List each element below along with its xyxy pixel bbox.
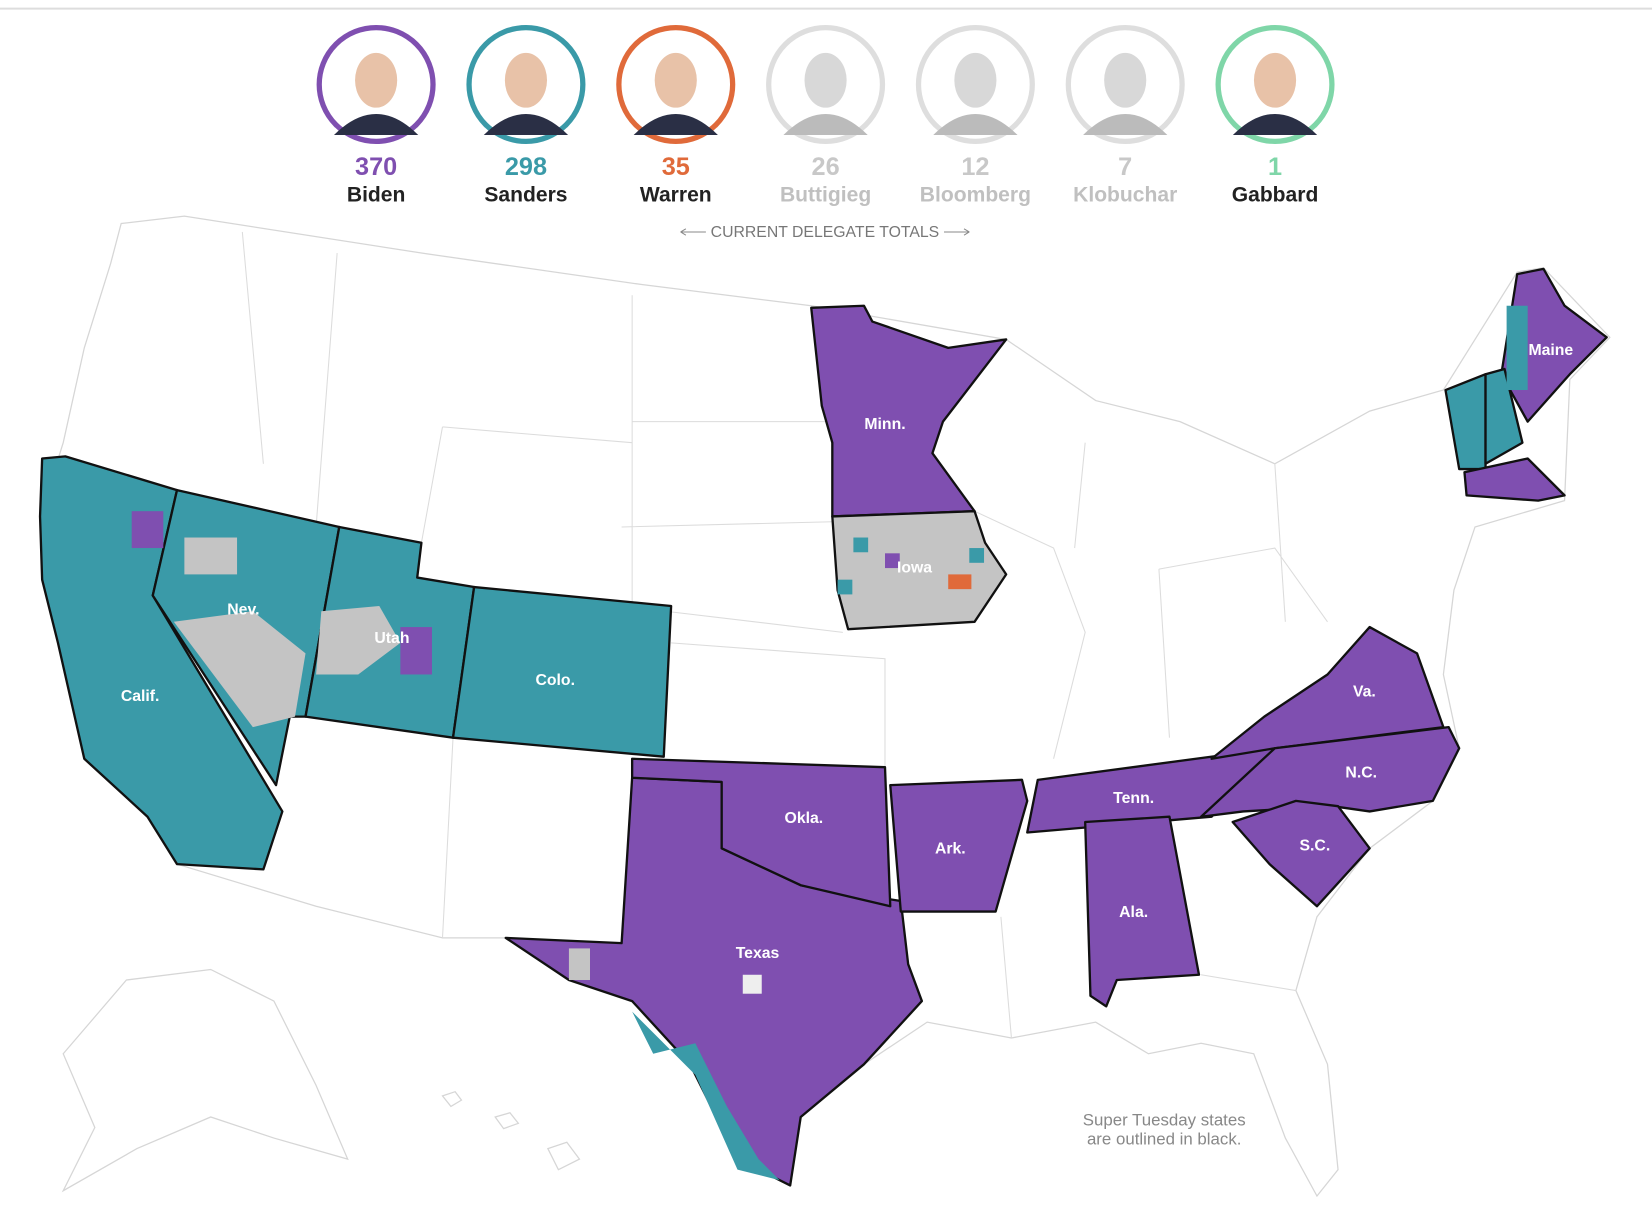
state-label: Colo. <box>535 672 575 689</box>
hawaii <box>441 1090 581 1171</box>
state-label: Nev. <box>227 601 259 618</box>
county-patch <box>316 606 401 675</box>
county-patch <box>558 980 780 1181</box>
map <box>39 215 1611 1198</box>
county-patch <box>184 537 238 575</box>
state-shape <box>630 757 892 908</box>
county-patch <box>948 574 972 590</box>
state-shape <box>1231 799 1371 908</box>
candidate-name: Warren <box>640 183 712 206</box>
state-label: Tenn. <box>1113 790 1154 807</box>
candidate-name: Bloomberg <box>920 183 1031 206</box>
candidate-name: Gabbard <box>1232 183 1319 206</box>
candidate-photo <box>804 52 847 108</box>
county-patch <box>131 511 164 549</box>
county-patch <box>400 627 432 675</box>
state-borders <box>241 231 1328 1039</box>
arrow-right-head <box>963 228 970 236</box>
state-label: Utah <box>374 630 409 647</box>
state-label: Iowa <box>897 559 932 576</box>
state-label: Maine <box>1528 342 1573 359</box>
delegate-count: 12 <box>961 153 989 181</box>
state-label: Ark. <box>935 841 966 858</box>
footnote: Super Tuesday states <box>1083 1110 1246 1129</box>
county-patch <box>742 974 762 994</box>
candidate-photo <box>1083 113 1168 136</box>
candidate-name: Klobuchar <box>1073 183 1177 206</box>
state-label: Texas <box>736 945 780 962</box>
delegate-count: 1 <box>1268 153 1282 181</box>
delegate-count: 370 <box>355 153 397 181</box>
candidate-photo <box>783 113 868 136</box>
candidate-photo <box>654 52 697 108</box>
delegate-count: 35 <box>662 153 690 181</box>
state-shape <box>1084 815 1201 1008</box>
state-label: Okla. <box>785 810 824 827</box>
candidate-name: Sanders <box>484 183 567 206</box>
state-label: N.C. <box>1345 765 1377 782</box>
state-shape <box>1199 726 1461 818</box>
state-labels: Calif. Nev. Utah Colo. Minn. Iowa Maine Texas Ok… <box>121 342 1574 962</box>
state-label: Ala. <box>1119 904 1148 921</box>
state-label: Va. <box>1353 684 1376 701</box>
delegate-count: 298 <box>505 153 547 181</box>
candidate-photo <box>954 52 997 108</box>
arrow-left-head <box>680 228 687 236</box>
candidate-photo <box>504 52 548 108</box>
state-shape <box>889 778 1029 913</box>
candidate-photo <box>483 113 569 136</box>
massachusetts <box>1463 457 1566 502</box>
footnote: are outlined in black. <box>1087 1129 1242 1148</box>
state-shape <box>451 585 673 758</box>
delegate-count: 7 <box>1118 153 1132 181</box>
delegate-count: 26 <box>812 153 840 181</box>
totals-label: CURRENT DELEGATE TOTALS <box>711 224 940 241</box>
state-shape <box>810 304 1008 518</box>
state-label: Calif. <box>121 688 160 705</box>
candidate-photo <box>333 113 419 136</box>
candidate-name: Buttigieg <box>780 183 871 206</box>
county-patch <box>1506 305 1528 391</box>
alaska <box>61 968 349 1193</box>
county-patches <box>131 305 1528 1181</box>
county-patch <box>853 537 869 553</box>
county-patch <box>885 553 900 569</box>
state-shape <box>831 510 1008 631</box>
candidate-photo <box>1104 52 1147 108</box>
county-patch <box>837 579 853 595</box>
candidate-photo <box>633 113 718 136</box>
candidate-photo <box>1253 52 1297 108</box>
state-label: S.C. <box>1299 837 1330 854</box>
county-patch <box>568 948 590 981</box>
candidate-photo <box>1232 113 1318 136</box>
candidate-photo <box>355 52 398 108</box>
state-label: Minn. <box>864 416 905 433</box>
new-hampshire <box>1484 367 1524 465</box>
candidate-photo <box>933 113 1018 136</box>
candidate-name: Biden <box>347 183 406 206</box>
county-patch <box>173 611 306 728</box>
us-outline <box>39 215 1611 1198</box>
county-patch <box>969 548 985 563</box>
